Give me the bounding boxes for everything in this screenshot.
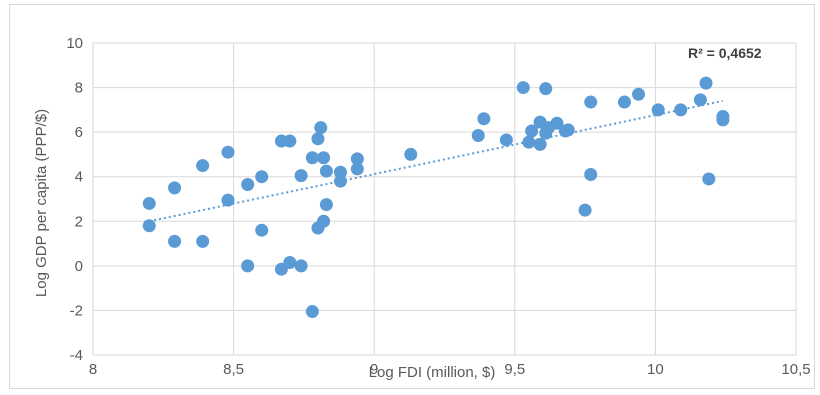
y-axis-title: Log GDP per capita (PPP/$) <box>33 109 50 297</box>
data-point <box>561 123 575 137</box>
data-point <box>584 167 598 181</box>
y-tick-label: -2 <box>70 302 83 319</box>
data-point <box>333 174 347 188</box>
data-point <box>693 93 707 107</box>
y-tick-label: 8 <box>75 80 83 97</box>
data-point <box>539 126 553 140</box>
data-point <box>168 181 182 195</box>
data-point <box>241 178 255 192</box>
data-point <box>196 234 210 248</box>
data-point <box>283 134 297 148</box>
data-point <box>404 147 418 161</box>
gridlines <box>92 42 797 356</box>
data-point <box>578 203 592 217</box>
data-point <box>221 193 235 207</box>
data-point <box>294 169 308 183</box>
data-point <box>305 151 319 165</box>
x-axis-ticks: 8 8,5 9 9,5 10 10,5 <box>89 361 811 378</box>
data-point <box>311 132 325 146</box>
x-tick-label: 10,5 <box>781 361 810 378</box>
data-point <box>525 124 539 138</box>
data-point <box>305 305 319 319</box>
y-axis-ticks: -4 -2 0 2 4 6 8 10 <box>66 35 83 364</box>
data-point <box>311 221 325 235</box>
data-point <box>617 95 631 109</box>
x-tick-label: 9,5 <box>504 361 525 378</box>
data-point <box>539 82 553 96</box>
data-point <box>550 116 564 130</box>
data-point <box>333 165 347 179</box>
data-point <box>168 234 182 248</box>
data-point <box>471 128 485 142</box>
data-point <box>196 159 210 173</box>
data-points <box>142 76 730 319</box>
chart-area: -4 -2 0 2 4 6 8 10 8 8,5 9 9,5 10 10,5 R² = 0,4652 L… <box>9 4 815 389</box>
data-point <box>255 170 269 184</box>
data-point <box>221 145 235 159</box>
data-point <box>584 95 598 109</box>
data-point <box>350 152 364 166</box>
y-tick-label: 4 <box>75 169 83 186</box>
y-tick-label: 10 <box>66 35 83 52</box>
r-squared-annotation: R² = 0,4652 <box>688 45 762 61</box>
y-tick-label: 2 <box>75 213 83 230</box>
data-point <box>499 133 513 147</box>
trendline <box>149 99 724 223</box>
data-point <box>522 135 536 149</box>
y-tick-label: -4 <box>70 347 83 364</box>
data-point <box>283 256 297 270</box>
x-tick-label: 10 <box>647 361 664 378</box>
data-point <box>699 76 713 90</box>
data-point <box>142 196 156 210</box>
trendline-path <box>149 99 724 223</box>
data-point <box>294 259 308 273</box>
y-tick-label: 0 <box>75 258 83 275</box>
x-axis-title: Log FDI (million, $) <box>369 364 496 381</box>
x-tick-label: 8,5 <box>223 361 244 378</box>
y-tick-label: 6 <box>75 124 83 141</box>
x-tick-label: 9 <box>370 361 378 378</box>
data-point <box>516 81 530 95</box>
data-point <box>651 103 665 117</box>
scatter-chart: -4 -2 0 2 4 6 8 10 8 8,5 9 9,5 10 10,5 R² = 0,4652 L… <box>33 35 811 381</box>
data-point <box>255 223 269 237</box>
data-point <box>319 164 333 178</box>
data-point <box>702 172 716 186</box>
data-point <box>533 137 547 151</box>
data-point <box>350 162 364 176</box>
data-point <box>477 112 491 126</box>
data-point <box>674 103 688 117</box>
x-tick-label: 8 <box>89 361 97 378</box>
data-point <box>142 219 156 233</box>
data-point <box>632 87 646 101</box>
data-point <box>314 121 328 135</box>
data-point <box>716 113 730 127</box>
data-point <box>317 151 331 165</box>
data-point <box>241 259 255 273</box>
data-point <box>319 198 333 212</box>
